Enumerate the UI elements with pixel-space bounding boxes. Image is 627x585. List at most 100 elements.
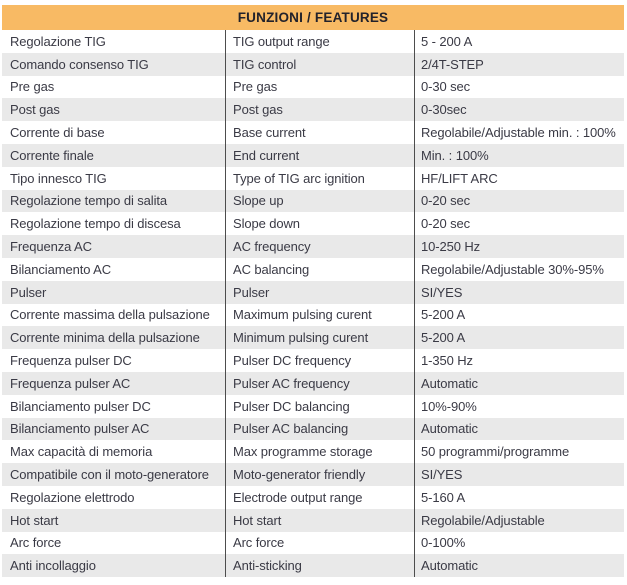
cell-feature-value: 1-350 Hz [414, 349, 624, 372]
cell-feature-english: Hot start [225, 508, 414, 532]
cell-feature-value: Automatic [414, 417, 624, 441]
cell-feature-english: Pulser [225, 280, 414, 304]
cell-feature-italian: Bilanciamento pulser DC [10, 398, 151, 414]
cell-feature-english: Slope up [225, 189, 414, 213]
cell-feature-value: 0-20 sec [414, 212, 624, 236]
table-row: Pre gas Pre gas 0-30 sec [2, 75, 624, 99]
cell-feature-italian: Corrente di base [10, 125, 105, 141]
cell-feature-value: SI/YES [414, 280, 624, 304]
cell-feature-english: Pulser DC balancing [225, 394, 414, 418]
cell-feature-value: Regolabile/Adjustable 30%-95% [414, 257, 624, 281]
cell-feature-italian: Regolazione tempo di discesa [10, 216, 181, 232]
cell-feature-value: 0-30 sec [414, 75, 624, 99]
cell-feature-italian: Regolazione tempo di salita [10, 193, 168, 209]
cell-feature-italian: Comando consenso TIG [10, 56, 149, 72]
cell-feature-english: End current [225, 143, 414, 167]
cell-feature-value: Min. : 100% [414, 143, 624, 167]
table-row: Bilanciamento pulser DC Pulser DC balanci… [2, 394, 624, 418]
cell-feature-italian: Bilanciamento pulser AC [10, 421, 150, 437]
table-row: Frequenza AC AC frequency 10-250 Hz [2, 235, 624, 258]
cell-feature-english: Slope down [225, 212, 414, 236]
table-row: Frequenza pulser DC Pulser DC frequency 1-… [2, 349, 624, 372]
cell-feature-english: Electrode output range [225, 485, 414, 509]
cell-feature-value: HF/LIFT ARC [414, 166, 624, 190]
cell-feature-english: Minimum pulsing curent [225, 326, 414, 350]
table-row: Corrente massima della pulsazione Maximum… [2, 303, 624, 327]
table-row: Corrente finale End current Min. : 100% [2, 143, 624, 167]
cell-feature-english: Pre gas [225, 75, 414, 99]
table-body: Regolazione TIG TIG output range 5 - 200 A… [2, 30, 624, 578]
cell-feature-value: 2/4T-STEP [414, 52, 624, 76]
table-row: Max capacità di memoria Max programme sto… [2, 440, 624, 464]
table-row: Comando consenso TIG TIG control 2/4T-STEP [2, 52, 624, 76]
cell-feature-english: Maximum pulsing curent [225, 303, 414, 327]
table-row: Arc force Arc force 0-100% [2, 531, 624, 555]
table-row: Regolazione tempo di discesa Slope down 0-… [2, 212, 624, 236]
cell-feature-english: Pulser AC frequency [225, 371, 414, 395]
cell-feature-italian: Compatibile con il moto-generatore [10, 467, 209, 483]
cell-feature-value: 5 - 200 A [414, 30, 624, 53]
table-row: Pulser Pulser SI/YES [2, 280, 624, 304]
cell-feature-value: 5-200 A [414, 326, 624, 350]
cell-feature-english: TIG output range [225, 30, 414, 53]
cell-feature-italian: Arc force [10, 535, 62, 551]
cell-feature-value: Regolabile/Adjustable min. : 100% [414, 121, 624, 144]
table-row: Tipo innesco TIG Type of TIG arc ignition… [2, 166, 624, 190]
cell-feature-italian: Post gas [10, 102, 60, 118]
table-row: Frequenza pulser AC Pulser AC frequency Au… [2, 371, 624, 395]
cell-feature-italian: Max capacità di memoria [10, 444, 153, 460]
cell-feature-value: 0-30sec [414, 98, 624, 122]
cell-feature-italian: Frequenza pulser DC [10, 353, 132, 369]
cell-feature-italian: Anti incollaggio [10, 558, 96, 574]
cell-feature-italian: Regolazione elettrodo [10, 489, 135, 505]
table-row: Anti incollaggio Anti-sticking Automatic [2, 554, 624, 578]
cell-feature-value: SI/YES [414, 463, 624, 486]
table-title: FUNZIONI / FEATURES [2, 5, 624, 30]
table-row: Bilanciamento pulser AC Pulser AC balanci… [2, 417, 624, 441]
cell-feature-english: Type of TIG arc ignition [225, 166, 414, 190]
table-row: Corrente minima della pulsazione Minimum … [2, 326, 624, 350]
table-row: Hot start Hot start Regolabile/Adjustable [2, 508, 624, 532]
features-table: FUNZIONI / FEATURES Regolazione TIG TIG o… [2, 5, 624, 578]
cell-feature-value: 10-250 Hz [414, 235, 624, 258]
cell-feature-value: 5-200 A [414, 303, 624, 327]
cell-feature-value: 5-160 A [414, 485, 624, 509]
cell-feature-english: Post gas [225, 98, 414, 122]
table-row: Regolazione TIG TIG output range 5 - 200 A [2, 30, 624, 53]
cell-feature-value: Automatic [414, 371, 624, 395]
cell-feature-italian: Regolazione TIG [10, 33, 106, 49]
cell-feature-value: Automatic [414, 554, 624, 578]
table-row: Regolazione tempo di salita Slope up 0-20 … [2, 189, 624, 213]
cell-feature-english: Anti-sticking [225, 554, 414, 578]
cell-feature-value: 50 programmi/programme [414, 440, 624, 464]
cell-feature-italian: Corrente massima della pulsazione [10, 307, 210, 323]
cell-feature-value: Regolabile/Adjustable [414, 508, 624, 532]
cell-feature-english: Base current [225, 121, 414, 144]
cell-feature-italian: Frequenza pulser AC [10, 375, 131, 391]
cell-feature-italian: Tipo innesco TIG [10, 170, 107, 186]
cell-feature-english: AC frequency [225, 235, 414, 258]
cell-feature-italian: Hot start [10, 512, 59, 528]
cell-feature-italian: Corrente minima della pulsazione [10, 330, 200, 346]
cell-feature-english: Moto-generator friendly [225, 463, 414, 486]
cell-feature-italian: Corrente finale [10, 147, 94, 163]
cell-feature-english: TIG control [225, 52, 414, 76]
table-row: Compatibile con il moto-generatore Moto-g… [2, 463, 624, 486]
table-row: Post gas Post gas 0-30sec [2, 98, 624, 122]
cell-feature-italian: Frequenza AC [10, 239, 92, 255]
cell-feature-english: AC balancing [225, 257, 414, 281]
cell-feature-italian: Bilanciamento AC [10, 261, 112, 277]
table-row: Bilanciamento AC AC balancing Regolabile/A… [2, 257, 624, 281]
cell-feature-italian: Pre gas [10, 79, 55, 95]
cell-feature-italian: Pulser [10, 284, 47, 300]
table-row: Corrente di base Base current Regolabile/A… [2, 121, 624, 144]
cell-feature-english: Pulser AC balancing [225, 417, 414, 441]
table-row: Regolazione elettrodo Electrode output ra… [2, 485, 624, 509]
cell-feature-english: Arc force [225, 531, 414, 555]
cell-feature-value: 10%-90% [414, 394, 624, 418]
cell-feature-value: 0-100% [414, 531, 624, 555]
cell-feature-value: 0-20 sec [414, 189, 624, 213]
cell-feature-english: Pulser DC frequency [225, 349, 414, 372]
cell-feature-english: Max programme storage [225, 440, 414, 464]
